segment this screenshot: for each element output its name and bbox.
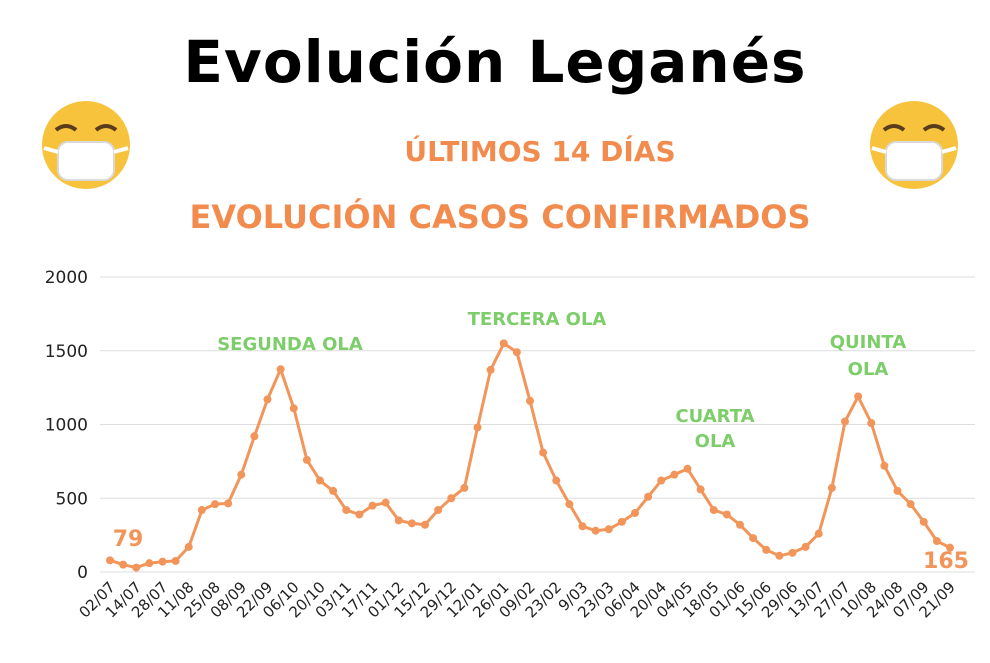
data-point (329, 486, 338, 495)
y-tick-label: 2000 (45, 268, 88, 288)
data-point (893, 486, 902, 495)
chart-annotation: QUINTA (830, 332, 907, 353)
chart-title: EVOLUCIÓN CASOS CONFIRMADOS (189, 198, 811, 236)
chart-annotation: 165 (923, 549, 969, 574)
data-point (197, 506, 206, 515)
data-point (631, 509, 639, 517)
data-point (617, 517, 626, 526)
data-point (775, 551, 784, 560)
y-tick-label: 0 (77, 563, 88, 583)
data-point (512, 348, 521, 357)
data-point (749, 534, 758, 543)
y-tick-label: 1500 (45, 342, 88, 362)
data-point (854, 392, 863, 401)
data-point (368, 501, 377, 510)
series-line (109, 341, 951, 570)
data-point (604, 525, 613, 534)
face-with-mask-icon (42, 101, 130, 189)
data-point (119, 560, 128, 569)
data-point (736, 520, 744, 529)
data-point (565, 500, 574, 509)
data-point (867, 419, 876, 428)
data-point (841, 417, 849, 426)
data-point (880, 461, 889, 470)
data-point (250, 432, 259, 441)
data-point (434, 506, 443, 515)
data-point (263, 395, 272, 404)
data-point (342, 506, 351, 515)
data-point (184, 542, 193, 551)
chart-annotation: OLA (695, 431, 736, 452)
data-point (381, 498, 390, 507)
data-point (919, 517, 928, 526)
data-point (709, 506, 718, 515)
data-point (696, 485, 705, 494)
chart-annotation: 79 (113, 527, 144, 552)
chart-subtitle: ÚLTIMOS 14 DÍAS (404, 135, 676, 168)
data-point (302, 455, 311, 464)
y-tick-label: 1000 (45, 416, 88, 436)
data-point (657, 476, 666, 485)
chart-annotation: OLA (848, 359, 889, 380)
data-point (407, 519, 416, 528)
page-title: Evolución Leganés (183, 28, 807, 96)
data-point (683, 464, 692, 473)
data-point (762, 545, 771, 554)
data-point (486, 365, 495, 374)
data-point (552, 476, 561, 485)
data-point (158, 557, 167, 566)
data-point (276, 365, 285, 374)
data-point (539, 448, 548, 457)
data-point (644, 492, 653, 501)
data-point (289, 404, 298, 413)
data-point (355, 510, 364, 519)
data-point (591, 526, 600, 535)
chart-annotation: CUARTA (675, 406, 754, 427)
data-point (722, 510, 731, 519)
data-point (211, 500, 219, 509)
data-point (946, 543, 954, 552)
data-point (814, 529, 823, 538)
data-point (526, 396, 534, 405)
data-point (316, 476, 324, 485)
data-point (224, 499, 233, 508)
data-point (801, 542, 810, 551)
data-point (171, 556, 180, 565)
data-point (132, 563, 141, 572)
data-point (394, 516, 403, 525)
data-point (788, 548, 797, 557)
chart-annotation: TERCERA OLA (468, 309, 607, 330)
data-point (578, 522, 587, 531)
data-point (145, 559, 154, 568)
data-point (499, 339, 508, 348)
y-tick-label: 500 (56, 489, 88, 509)
data-point (106, 556, 114, 565)
face-with-mask-icon (870, 101, 958, 189)
data-point (932, 537, 941, 546)
data-point (460, 483, 469, 492)
data-point (827, 483, 836, 492)
data-point (906, 500, 915, 509)
data-point (447, 494, 456, 503)
data-point (670, 470, 679, 479)
data-point (237, 470, 246, 479)
data-point (473, 423, 482, 432)
chart-annotation: SEGUNDA OLA (217, 334, 363, 355)
data-point (421, 520, 429, 529)
